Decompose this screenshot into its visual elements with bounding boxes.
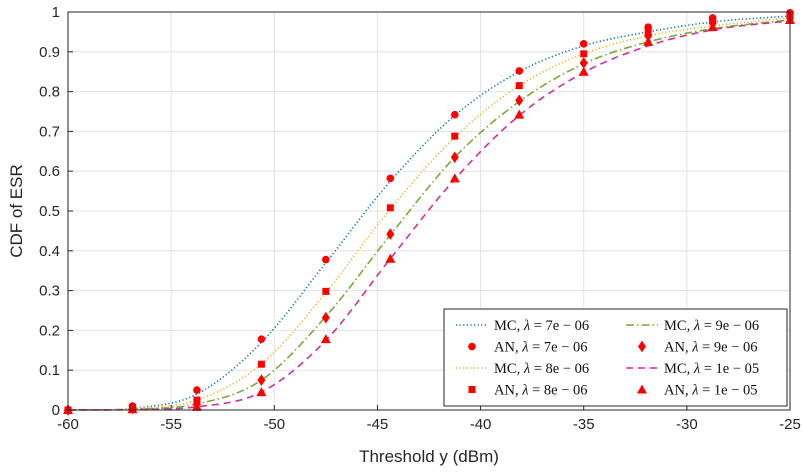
legend-entry: MC, λ = 9e − 06 <box>664 318 759 334</box>
data-point <box>256 387 267 397</box>
legend-entry: MC, λ = 8e − 06 <box>494 361 589 377</box>
legend-entry: AN, λ = 8e − 06 <box>494 383 588 399</box>
legend-method: MC, <box>494 361 524 377</box>
legend-lambda-symbol: λ <box>691 340 698 356</box>
legend-method: MC, <box>494 318 524 334</box>
data-point <box>450 151 459 164</box>
legend-method: AN, <box>494 383 522 399</box>
y-tick-label: 0.7 <box>39 123 60 140</box>
data-point <box>578 66 589 76</box>
x-tick-label: -40 <box>470 416 492 433</box>
y-tick-label: 0 <box>52 402 60 419</box>
y-tick-label: 0.8 <box>39 84 60 101</box>
x-tick-label: -45 <box>367 416 389 433</box>
legend-lambda-symbol: λ <box>691 383 698 399</box>
legend-entry: AN, λ = 1e − 05 <box>664 383 758 399</box>
y-tick-label: 0.4 <box>39 243 60 260</box>
legend-marker <box>468 342 476 351</box>
legend-entry: AN, λ = 7e − 06 <box>494 340 588 356</box>
x-tick-label: -60 <box>57 416 79 433</box>
data-point <box>644 30 653 42</box>
data-point <box>386 204 394 212</box>
data-point <box>257 360 265 368</box>
data-point <box>127 404 138 414</box>
legend-method: AN, <box>664 340 692 356</box>
legend-lambda-value: = 9e − 06 <box>700 318 759 334</box>
plot-frame <box>67 11 791 411</box>
data-point <box>515 82 523 90</box>
legend-lambda-symbol: λ <box>523 318 530 334</box>
legend-method: MC, <box>664 318 694 334</box>
legend-method: AN, <box>664 383 692 399</box>
x-tick-labels: -60 -55 -50 -45 -40 -35 -30 -25 <box>57 416 801 433</box>
y-tick-label: 0.6 <box>39 163 60 180</box>
data-point <box>322 255 330 264</box>
legend-lambda-value: = 7e − 06 <box>530 318 589 334</box>
legend-box <box>443 308 788 407</box>
y-tick-label: 1 <box>52 4 60 21</box>
y-tick-label: 0.2 <box>39 322 60 339</box>
data-point <box>579 57 588 69</box>
data-point <box>193 386 201 394</box>
data-point <box>514 109 525 119</box>
legend-entry: MC, λ = 7e − 06 <box>494 318 589 334</box>
legend-marker <box>638 340 646 353</box>
legend-lambda-value: = 8e − 06 <box>530 361 589 377</box>
legend-lambda-value: = 8e − 06 <box>528 383 587 399</box>
data-point <box>257 374 266 386</box>
x-tick-label: -35 <box>573 416 595 433</box>
y-tick-label: 0.3 <box>39 283 60 300</box>
y-tick-label: 0.9 <box>39 44 60 61</box>
legend-marker <box>637 384 647 394</box>
legend-lambda-value: = 7e − 06 <box>528 340 587 356</box>
data-point <box>450 110 459 119</box>
y-tick-labels: 0 0.1 0.2 0.3 0.4 0.5 0.6 0.7 0.8 0.9 1 <box>39 4 60 419</box>
data-point <box>386 228 395 240</box>
y-tick-label: 0.5 <box>39 203 60 220</box>
legend-lambda-value: = 1e − 05 <box>700 361 759 377</box>
data-point <box>707 22 718 32</box>
y-axis-label: CDF of ESR <box>7 164 26 258</box>
legend-method: MC, <box>664 361 694 377</box>
legend-lambda-symbol: λ <box>521 383 528 399</box>
data-point <box>515 94 524 107</box>
x-tick-label: -55 <box>160 416 182 433</box>
legend-marker <box>468 386 476 393</box>
legend-lambda-value: = 1e − 05 <box>698 383 757 399</box>
data-point <box>515 67 524 75</box>
data-point <box>320 334 331 344</box>
legend-lambda-symbol: λ <box>693 361 700 377</box>
legend-entry: AN, λ = 9e − 06 <box>664 340 758 356</box>
legend-lambda-symbol: λ <box>521 340 528 356</box>
legend-method: AN, <box>494 340 522 356</box>
data-point <box>322 287 330 295</box>
data-point <box>451 132 459 140</box>
data-point <box>257 335 266 343</box>
data-point <box>386 174 395 183</box>
data-point <box>643 36 654 46</box>
y-tick-label: 0.1 <box>39 362 60 379</box>
data-point <box>449 173 460 183</box>
data-point <box>321 311 330 324</box>
data-point <box>579 40 588 48</box>
legend-lambda-symbol: λ <box>693 318 700 334</box>
x-axis-label: Threshold y (dBm) <box>359 447 499 466</box>
legend-entry: MC, λ = 1e − 05 <box>664 361 759 377</box>
x-tick-label: -25 <box>779 416 801 433</box>
x-tick-label: -30 <box>676 416 698 433</box>
markers <box>63 8 795 416</box>
data-point <box>191 401 202 411</box>
data-point <box>385 253 396 263</box>
legend-lambda-symbol: λ <box>523 361 530 377</box>
legend-lambda-value: = 9e − 06 <box>698 340 757 356</box>
data-point <box>580 50 588 58</box>
x-tick-label: -50 <box>263 416 285 433</box>
